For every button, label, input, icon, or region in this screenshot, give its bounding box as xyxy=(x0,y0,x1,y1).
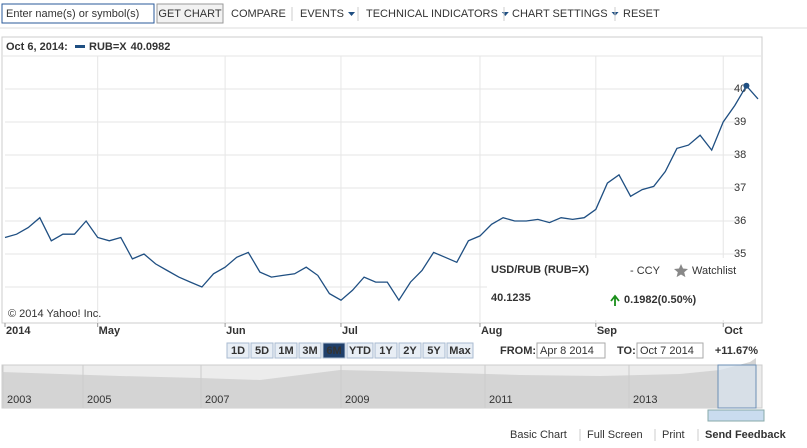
y-tick-label: 38 xyxy=(734,149,746,161)
range-button-label[interactable]: 5Y xyxy=(427,345,441,357)
dropdown-arrow xyxy=(501,12,509,16)
navigator-window[interactable] xyxy=(717,364,757,409)
from-label: FROM: xyxy=(500,345,536,357)
y-tick-label: 36 xyxy=(734,215,746,227)
y-tick-label: 35 xyxy=(734,248,746,260)
navigator-year: 2007 xyxy=(205,394,229,406)
x-tick-label: Jul xyxy=(342,325,358,337)
legend-date: Oct 6, 2014: xyxy=(6,41,68,53)
x-tick-label: Sep xyxy=(597,325,617,337)
search-placeholder: Enter name(s) or symbol(s) xyxy=(6,8,139,20)
footer-link[interactable]: Basic Chart xyxy=(510,429,567,441)
watchlist-star[interactable] xyxy=(674,264,688,278)
toolbar-menu[interactable]: EVENTS xyxy=(300,8,344,20)
range-button[interactable] xyxy=(398,342,422,359)
range-button[interactable] xyxy=(346,342,374,359)
range-button[interactable] xyxy=(322,342,346,359)
y-tick-label: 37 xyxy=(734,182,746,194)
range-button-label[interactable]: 1D xyxy=(231,345,245,357)
range-button-label[interactable]: Max xyxy=(449,345,471,357)
range-button-label[interactable]: 1Y xyxy=(379,345,393,357)
navigator-year: 2011 xyxy=(489,394,513,406)
scroll-handle[interactable] xyxy=(707,409,765,422)
watermark: © 2014 Yahoo! Inc. xyxy=(8,308,101,320)
x-tick-label: 2014 xyxy=(6,325,31,337)
range-button[interactable] xyxy=(274,342,298,359)
toolbar-menu[interactable]: COMPARE xyxy=(231,8,286,20)
search-box[interactable] xyxy=(1,3,155,24)
range-button[interactable] xyxy=(250,342,274,359)
x-tick-label: Aug xyxy=(481,325,502,337)
toolbar-menu[interactable]: TECHNICAL INDICATORS xyxy=(366,8,498,20)
quote-box xyxy=(487,258,759,320)
navigator-area xyxy=(2,358,756,408)
navigator-year: 2013 xyxy=(633,394,657,406)
x-tick-label: May xyxy=(99,325,121,337)
toolbar-menu[interactable]: CHART SETTINGS xyxy=(512,8,608,20)
range-button[interactable] xyxy=(374,342,398,359)
footer-link[interactable]: Full Screen xyxy=(587,429,643,441)
x-tick-label: Jun xyxy=(226,325,246,337)
from-value: Apr 8 2014 xyxy=(540,345,594,357)
navigator-year: 2003 xyxy=(7,394,31,406)
range-button[interactable] xyxy=(226,342,250,359)
range-button-label[interactable]: 6M xyxy=(326,345,341,357)
to-input[interactable] xyxy=(636,342,704,359)
toolbar-menu[interactable]: RESET xyxy=(623,8,660,20)
range-button[interactable] xyxy=(298,342,322,359)
range-button-label[interactable]: 3M xyxy=(302,345,317,357)
legend-swatch xyxy=(75,45,85,48)
up-arrow xyxy=(610,294,620,306)
range-button-label[interactable]: 1M xyxy=(278,345,293,357)
x-tick-label: Oct xyxy=(724,325,743,337)
to-value: Oct 7 2014 xyxy=(640,345,694,357)
quote-name: USD/RUB (RUB=X) xyxy=(491,264,589,276)
legend-name: RUB=X xyxy=(89,41,127,53)
watchlist-link[interactable]: Watchlist xyxy=(692,265,736,277)
legend-value: 40.0982 xyxy=(131,41,171,53)
quote-exchange: - CCY xyxy=(630,265,661,277)
price-line xyxy=(4,84,759,302)
get-chart-button[interactable] xyxy=(156,3,224,24)
get-chart-label[interactable]: GET CHART xyxy=(158,8,221,20)
performance: +11.67% xyxy=(715,345,758,357)
hover-point xyxy=(743,82,750,89)
range-button-label[interactable]: 2Y xyxy=(403,345,417,357)
range-button[interactable] xyxy=(422,342,446,359)
range-button[interactable] xyxy=(446,342,474,359)
range-button-label[interactable]: 5D xyxy=(255,345,269,357)
y-tick-label: 39 xyxy=(734,116,746,128)
footer-link[interactable]: Send Feedback xyxy=(705,429,787,441)
quote-price: 40.1235 xyxy=(491,292,531,304)
to-label: TO: xyxy=(617,345,636,357)
navigator-year: 2005 xyxy=(87,394,111,406)
navigator-year: 2009 xyxy=(345,394,369,406)
dropdown-arrow xyxy=(348,12,356,16)
range-button-label[interactable]: YTD xyxy=(349,345,371,357)
quote-change: 0.1982(0.50%) xyxy=(624,294,696,306)
footer-link[interactable]: Print xyxy=(662,429,685,441)
from-input[interactable] xyxy=(536,342,606,359)
